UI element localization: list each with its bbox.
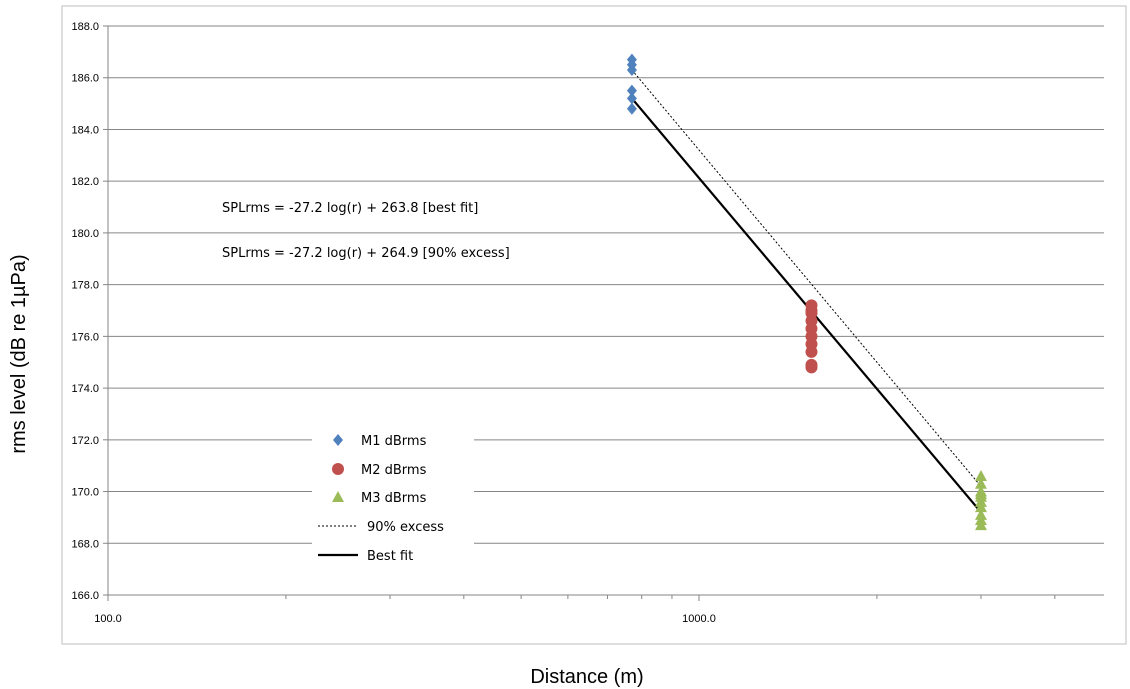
grid-lines bbox=[108, 25, 1104, 544]
m1-point bbox=[626, 92, 637, 105]
legend-swatch-m3 bbox=[332, 491, 344, 502]
m2-point bbox=[805, 304, 818, 317]
data-points bbox=[626, 53, 987, 531]
chart-frame bbox=[61, 5, 1127, 645]
m3-point bbox=[974, 501, 987, 513]
y-tick-label: 178.0 bbox=[71, 280, 99, 292]
m1-point bbox=[626, 102, 637, 115]
x-axis-title: Distance (m) bbox=[530, 666, 643, 688]
x-axis-ticks: 100.0 1000.0 bbox=[94, 595, 1056, 625]
m3-point bbox=[974, 488, 987, 500]
x-tick-label: 1000.0 bbox=[682, 613, 716, 625]
m1-point bbox=[626, 58, 637, 71]
annotation-best-fit: SPLrms = -27.2 log(r) + 263.8 [best fit] bbox=[222, 201, 478, 216]
y-tick-label: 166.0 bbox=[71, 590, 99, 602]
y-axis-ticks: 166.0 168.0 170.0 172.0 174.0 176.0 178.0 180.0… bbox=[71, 21, 108, 602]
annotation-90-excess: SPLrms = -27.2 log(r) + 264.9 [90% exces… bbox=[222, 246, 510, 261]
m3-point bbox=[974, 519, 987, 531]
m2-point bbox=[805, 345, 818, 358]
ninety-percent-excess-line bbox=[631, 69, 982, 487]
y-tick-label: 176.0 bbox=[71, 331, 99, 343]
y-tick-label: 172.0 bbox=[71, 435, 99, 447]
y-axis-title: rms level (dB re 1µPa) bbox=[8, 254, 30, 453]
legend-label: 90% excess bbox=[367, 520, 444, 535]
m1-point bbox=[626, 84, 637, 97]
legend-label: Best fit bbox=[367, 549, 413, 564]
legend-label: M1 dBrms bbox=[361, 434, 427, 449]
y-tick-label: 170.0 bbox=[71, 487, 99, 499]
legend-label: M2 dBrms bbox=[361, 463, 427, 478]
m3-point bbox=[974, 477, 987, 489]
legend-label: M3 dBrms bbox=[361, 491, 427, 506]
legend-swatch-m1 bbox=[333, 434, 343, 446]
y-tick-label: 188.0 bbox=[71, 21, 99, 33]
y-tick-label: 182.0 bbox=[71, 176, 99, 188]
x-tick-label: 100.0 bbox=[94, 613, 122, 625]
legend: M1 dBrms M2 dBrms M3 dBrms 90% excess Best f… bbox=[312, 423, 474, 573]
y-tick-label: 174.0 bbox=[71, 383, 99, 395]
m2-point bbox=[805, 361, 818, 374]
legend-swatch-m2 bbox=[332, 463, 344, 475]
y-tick-label: 168.0 bbox=[71, 538, 99, 550]
y-tick-label: 184.0 bbox=[71, 124, 99, 136]
m3-point bbox=[974, 470, 987, 482]
y-tick-label: 186.0 bbox=[71, 73, 99, 85]
y-tick-label: 180.0 bbox=[71, 228, 99, 240]
